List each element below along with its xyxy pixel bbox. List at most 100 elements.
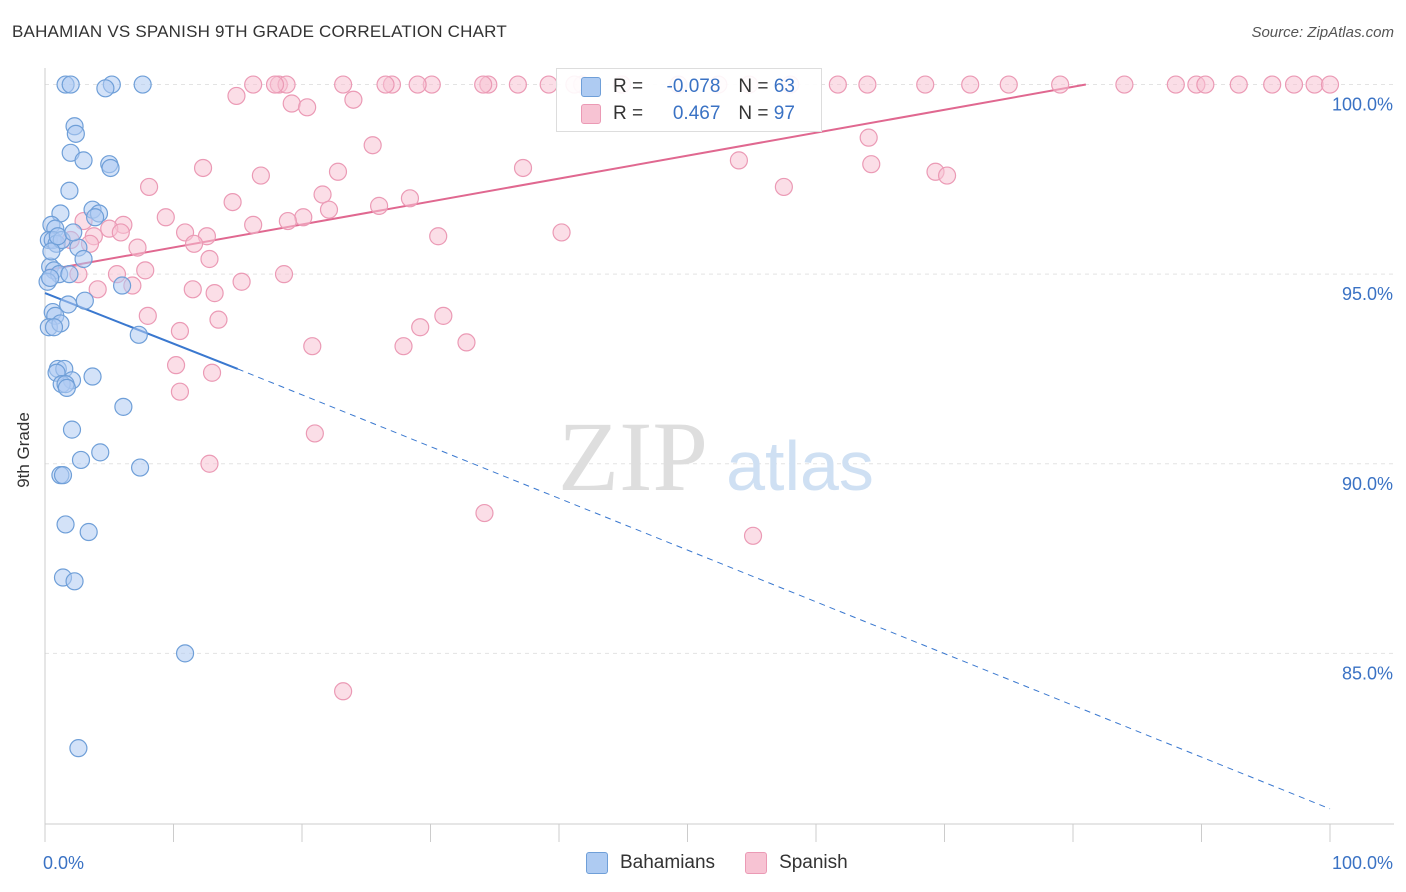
spanish-point [88,280,107,299]
spanish-point [1196,75,1215,94]
spanish-point [774,177,793,197]
spanish-point [138,306,157,325]
watermark-atlas: atlas [726,427,874,505]
spanish-point [411,318,430,337]
spanish-point [961,75,980,94]
spanish-point [265,75,285,94]
bahamian-point [65,572,84,591]
spanish-point [508,75,527,94]
spanish-point [319,200,339,219]
spanish-point [136,261,155,280]
spanish-point [370,196,389,215]
spanish-point [513,158,533,178]
spanish-point [166,356,186,375]
spanish-point [313,185,332,204]
spanish-point [170,321,190,341]
watermark-zip: ZIP [558,401,708,512]
bahamian-point [86,208,105,227]
spanish-point [139,177,159,197]
bahamian-point [133,75,152,94]
bahamian-point [175,644,195,663]
bahamian-point [41,268,60,288]
legend-swatch-bahamians [581,77,601,97]
bahamian-point [62,420,82,439]
bahamian-point [91,443,110,462]
spanish-point [1263,75,1282,94]
stats-legend: R = -0.078 N = 63 R = 0.467 N = 97 [556,68,822,132]
bahamians-trend-extension [237,368,1331,810]
spanish-point [274,265,294,284]
legend-item-bahamians[interactable]: Bahamians [586,852,715,874]
bahamian-point [83,367,102,386]
spanish-point [999,75,1018,94]
spanish-point [743,526,763,545]
spanish-point [858,75,877,94]
bahamian-point [75,291,94,310]
bahamian-point [101,158,120,178]
legend-r-value: -0.078 [666,76,721,97]
spanish-point [183,280,202,299]
legend-swatch-bahamians [586,852,608,874]
spanish-point [251,166,270,185]
bahamian-point [59,295,78,314]
spanish-point [111,223,130,242]
spanish-point [227,86,246,106]
legend-n-label: N = [738,103,769,124]
spanish-point [334,682,353,701]
spanish-point [209,310,228,329]
spanish-point [344,90,363,109]
bahamian-point [96,79,115,98]
legend-r-label: R = [613,76,644,97]
legend-row-spanish: R = 0.467 N = 97 [581,102,795,126]
bahamian-point [61,75,80,94]
spanish-point [244,75,263,94]
spanish-point [1229,75,1248,94]
spanish-point [170,382,190,401]
spanish-trend-line [44,83,1087,272]
spanish-point [376,75,395,94]
legend-r-value: 0.467 [672,103,721,124]
spanish-point [202,363,222,382]
spanish-point [408,75,427,94]
spanish-point [294,208,313,227]
legend-r-label: R = [613,103,644,124]
x-tick-label: 0.0% [43,853,84,873]
y-tick-label: 95.0% [1342,284,1393,304]
spanish-point [1305,75,1324,94]
legend-n-label: N = [738,76,769,97]
bahamian-point [48,227,67,246]
spanish-point [205,284,224,303]
legend-label-bahamians: Bahamians [620,852,716,873]
spanish-point [223,192,242,212]
y-axis-label: 9th Grade [14,412,33,488]
spanish-point [232,272,251,291]
legend-n-value: 63 [773,76,795,97]
spanish-point [156,208,175,227]
legend-label-spanish: Spanish [779,852,848,873]
spanish-point [282,94,301,113]
legend-item-spanish[interactable]: Spanish [745,852,848,874]
bahamian-point [57,378,76,398]
spanish-point [916,75,935,94]
bahamian-point [44,318,64,337]
spanish-point [334,75,353,94]
spanish-point [1320,75,1340,94]
bahamian-point [79,522,98,542]
spanish-point [539,75,558,94]
bahamian-point [56,515,75,534]
tick-labels: 85.0% 90.0% 95.0% 100.0% 0.0% 100.0% [43,95,1393,873]
source-label: Source: ZipAtlas.com [1251,24,1394,41]
spanish-point [434,306,453,325]
spanish-point [429,227,448,246]
spanish-point [328,162,348,181]
chart-title: BAHAMIAN VS SPANISH 9TH GRADE CORRELATIO… [12,22,507,41]
spanish-point [1284,75,1304,94]
spanish-point [552,223,571,242]
spanish-point [298,98,317,117]
spanish-point [184,234,204,253]
bahamian-point [53,466,73,485]
bahamian-point [64,223,83,242]
spanish-point [474,75,493,94]
series-legend: Bahamians Spanish [586,852,878,874]
